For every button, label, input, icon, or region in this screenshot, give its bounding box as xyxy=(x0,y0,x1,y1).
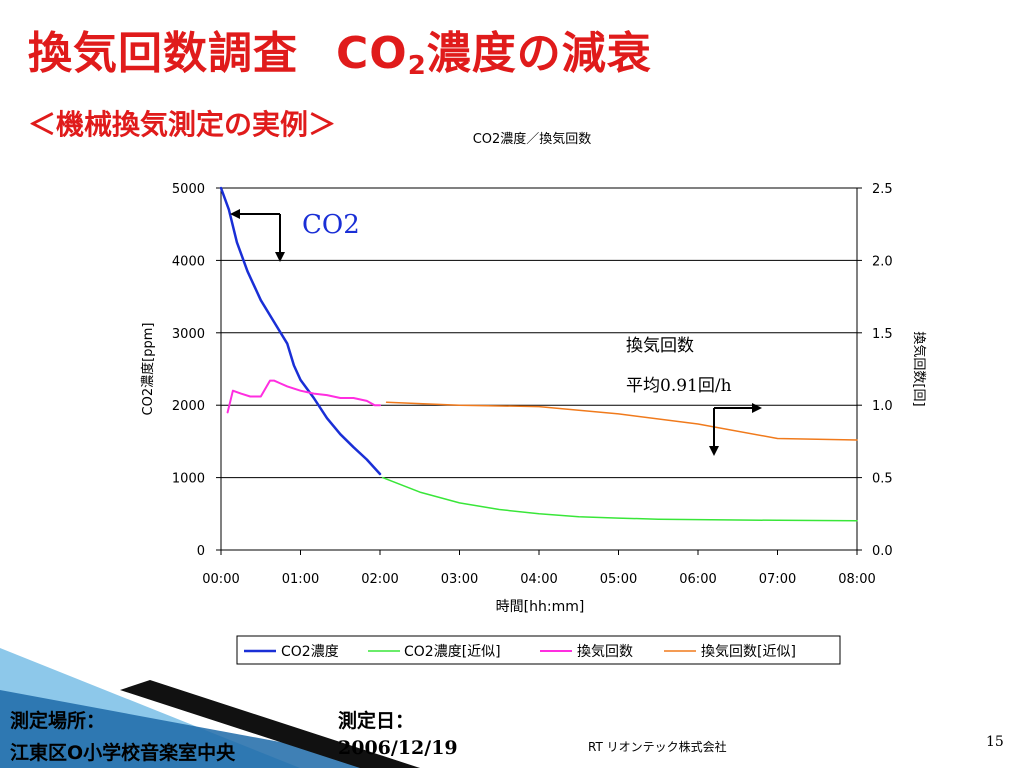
ach-annotation: 換気回数 平均0.91回/h xyxy=(626,336,762,456)
y-axis-label-left: CO2濃度[ppm] xyxy=(140,323,156,416)
slide-subtitle: ＜機械換気測定の実例＞ xyxy=(28,108,337,141)
title-main: 換気回数調査 xyxy=(28,28,298,79)
y-right-tick-label: 2.0 xyxy=(872,254,893,269)
footer-location-value: 江東区O小学校音楽室中央 xyxy=(10,742,236,764)
ach-annotation-label: 換気回数 xyxy=(626,336,694,356)
y-right-tick-label: 0.0 xyxy=(872,544,893,559)
title-rest: 濃度の減衰 xyxy=(426,28,652,79)
y-right-tick-label: 0.5 xyxy=(872,472,893,487)
x-tick-label: 01:00 xyxy=(282,572,319,587)
chart-title: CO2濃度／換気回数 xyxy=(473,131,592,147)
legend-label-co2-approx: CO2濃度[近似] xyxy=(404,644,501,660)
y-right-tick-label: 2.5 xyxy=(872,182,893,197)
y-left-tick-label: 1000 xyxy=(172,472,205,487)
x-tick-label: 03:00 xyxy=(441,572,478,587)
y-right-tick-label: 1.0 xyxy=(872,399,893,414)
x-tick-label: 06:00 xyxy=(679,572,716,587)
series-line-ach xyxy=(226,379,381,414)
footer-location-label: 測定場所： xyxy=(10,710,106,732)
legend-label-ach-approx: 換気回数[近似] xyxy=(701,644,796,660)
corner-stripe xyxy=(120,680,420,768)
legend-box xyxy=(236,635,841,665)
series-line-ach-approx xyxy=(385,401,858,441)
y-left-tick-label: 3000 xyxy=(172,327,205,342)
y-left-tick-label: 4000 xyxy=(172,254,205,269)
footer-date-value: 2006/12/19 xyxy=(338,737,458,759)
x-tick-label: 04:00 xyxy=(520,572,557,587)
co2-annotation: CO2 xyxy=(230,209,360,262)
chart-axes: 0 1000 2000 3000 4000 5000 0.0 0.5 1.0 1.5 2.0 2.5 0… xyxy=(172,182,893,587)
title-co: CO xyxy=(336,28,408,79)
page-number: 15 xyxy=(986,734,1004,750)
series-line-co2-approx xyxy=(381,476,858,522)
ach-arrow-head-down xyxy=(709,446,719,456)
y-axis-label-right: 換気回数[回] xyxy=(911,331,927,406)
x-tick-label: 02:00 xyxy=(361,572,398,587)
co2-annotation-label: CO2 xyxy=(302,210,360,240)
x-tick-label: 00:00 xyxy=(202,572,239,587)
series-line-co2 xyxy=(219,186,382,476)
ach-arrow-head-right xyxy=(752,403,762,413)
x-axis-label: 時間[hh:mm] xyxy=(496,599,585,615)
x-tick-label: 07:00 xyxy=(759,572,796,587)
co2-arrow-head-down xyxy=(275,252,285,262)
y-left-tick-label: 0 xyxy=(197,544,205,559)
co2-chart: CO2濃度／換気回数 0 1000 2000 3000 4000 5000 0.0 0.5 1.… xyxy=(140,131,927,665)
y-right-tick-label: 1.5 xyxy=(872,327,893,342)
ach-annotation-average: 平均0.91回/h xyxy=(626,376,732,396)
chart-legend: CO2濃度 CO2濃度[近似] 換気回数 換気回数[近似] xyxy=(236,635,841,665)
footer-date-label: 測定日： xyxy=(338,710,415,732)
chart-grid xyxy=(221,187,857,479)
company-name: RT リオンテック株式会社 xyxy=(588,740,727,754)
slide-title: 換気回数調査 CO2濃度の減衰 xyxy=(28,28,652,81)
x-tick-label: 05:00 xyxy=(600,572,637,587)
legend-label-co2: CO2濃度 xyxy=(281,644,339,660)
y-left-tick-label: 2000 xyxy=(172,399,205,414)
title-subscript: 2 xyxy=(407,51,427,81)
co2-arrow-head-left xyxy=(230,209,240,219)
y-left-tick-label: 5000 xyxy=(172,182,205,197)
legend-label-ach: 換気回数 xyxy=(577,644,633,660)
x-tick-label: 08:00 xyxy=(838,572,875,587)
chart-series xyxy=(219,186,858,522)
